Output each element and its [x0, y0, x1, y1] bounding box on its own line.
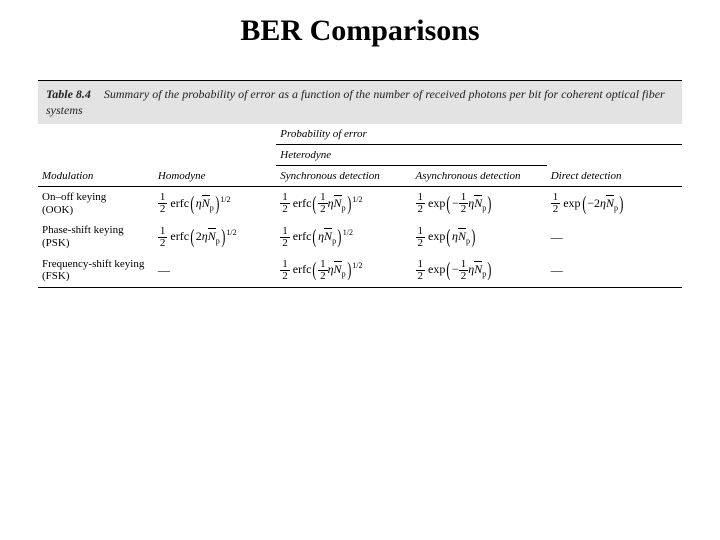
table-caption: Table 8.4 Summary of the probability of …	[38, 80, 682, 124]
header-heterodyne: Heterodyne	[276, 145, 546, 166]
modulation-label: Frequency-shift keying(FSK)	[38, 254, 154, 288]
ber-table-container: Table 8.4 Summary of the probability of …	[38, 80, 682, 288]
cell-sync: 12 erfc(12ηNp)1/2	[276, 254, 411, 288]
col-async: Asynchronous detection	[412, 166, 547, 187]
table-caption-text: Summary of the probability of error as a…	[46, 87, 665, 117]
cell-sync: 12 erfc(12ηNp)1/2	[276, 187, 411, 221]
col-direct: Direct detection	[547, 166, 682, 187]
cell-sync: 12 erfc(ηNp)1/2	[276, 220, 411, 253]
cell-homodyne: 12 erfc(2ηNp)1/2	[154, 220, 276, 253]
ber-table: Probability of error Heterodyne Modulati…	[38, 124, 682, 288]
cell-async: 12 exp(−12ηNp)	[412, 254, 547, 288]
col-modulation: Modulation	[38, 166, 154, 187]
cell-direct: 12 exp(−2ηNp)	[547, 187, 682, 221]
cell-async: 12 exp(ηNp)	[412, 220, 547, 253]
cell-async: 12 exp(−12ηNp)	[412, 187, 547, 221]
cell-direct: —	[547, 254, 682, 288]
cell-homodyne: 12 erfc(ηNp)1/2	[154, 187, 276, 221]
header-probability: Probability of error	[276, 124, 682, 145]
cell-direct: —	[547, 220, 682, 253]
col-homodyne: Homodyne	[154, 166, 276, 187]
page-title: BER Comparisons	[0, 0, 720, 48]
modulation-label: On–off keying(OOK)	[38, 187, 154, 221]
modulation-label: Phase-shift keying(PSK)	[38, 220, 154, 253]
table-number: Table 8.4	[46, 87, 91, 101]
col-sync: Synchronous detection	[276, 166, 411, 187]
cell-homodyne: —	[154, 254, 276, 288]
